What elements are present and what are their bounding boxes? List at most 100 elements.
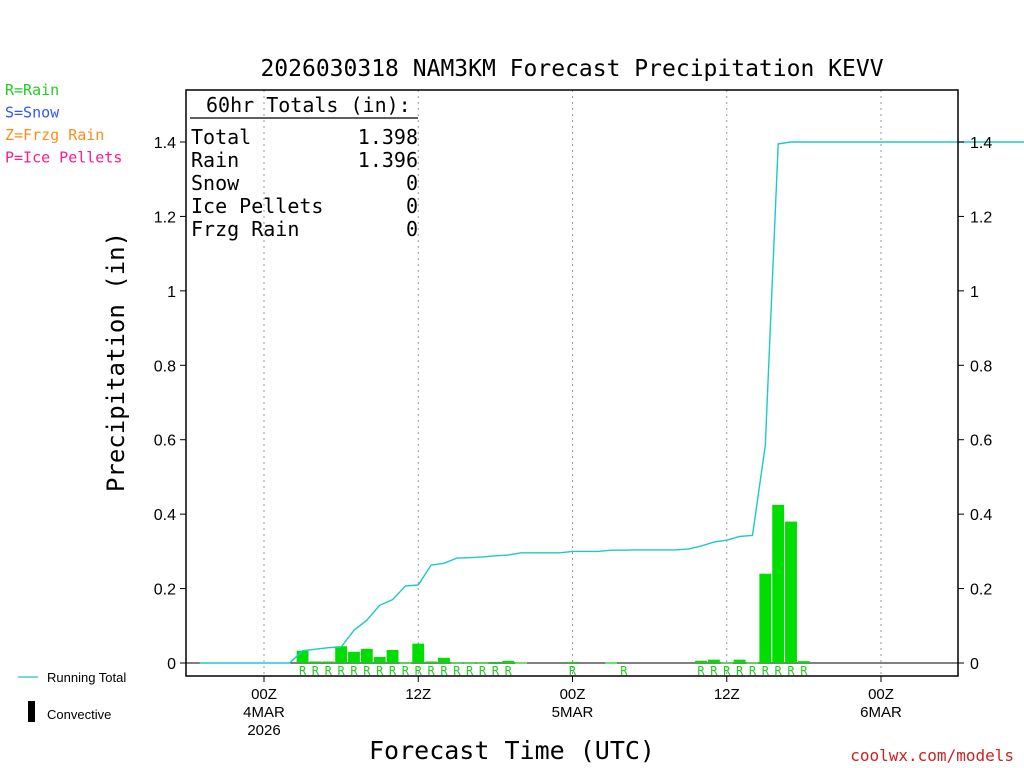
- ptype-marker: R: [723, 664, 731, 678]
- y-tick-label-right: 0: [970, 656, 979, 673]
- ptype-legend: R=Rain S=Snow Z=Frzg Rain P=Ice Pellets: [5, 81, 122, 167]
- ptype-marker: R: [350, 664, 358, 678]
- ptype-marker: R: [569, 664, 577, 678]
- precip-bar: [502, 660, 515, 663]
- totals-row-label: Snow: [191, 171, 240, 195]
- precip-bar: [386, 649, 399, 663]
- precip-bar: [605, 662, 617, 664]
- totals-row-label: Ice Pellets: [191, 194, 323, 218]
- credit-text: coolwx.com/models: [850, 746, 1014, 765]
- y-tick-label-left: 1.2: [154, 209, 176, 226]
- ptype-marker: R: [312, 664, 320, 678]
- totals-box: 60hr Totals (in): Total 1.398 Rain 1.396 Sno…: [190, 93, 418, 241]
- running-total-legend-label: Running Total: [47, 670, 126, 685]
- convective-legend-label: Convective: [47, 707, 111, 722]
- ptype-marker: R: [749, 664, 757, 678]
- precip-bar: [296, 650, 309, 663]
- totals-row-label: Frzg Rain: [191, 217, 299, 241]
- totals-row-value: 0: [406, 217, 418, 241]
- ptype-legend-item: R=Rain: [5, 81, 59, 99]
- ptype-marker: R: [479, 664, 487, 678]
- running-total: [199, 141, 1024, 664]
- grid: [186, 90, 958, 676]
- ptype-marker: R: [389, 664, 397, 678]
- precip-bar: [463, 662, 476, 664]
- precip-bar: [476, 662, 489, 664]
- ptype-marker: R: [427, 664, 435, 678]
- x-tick-label: 6MAR: [860, 704, 902, 721]
- precip-bar: [720, 662, 733, 664]
- totals-row-value: 0: [406, 194, 418, 218]
- y-tick-label-right: 1: [970, 284, 979, 301]
- ptype-legend-item: S=Snow: [5, 104, 60, 122]
- ptype-marker: R: [736, 664, 744, 678]
- ptype-marker: R: [402, 664, 410, 678]
- x-axis-label: Forecast Time (UTC): [369, 736, 655, 765]
- ptype-marker: R: [762, 664, 770, 678]
- precip-bar: [450, 662, 463, 664]
- running-total-line: [199, 141, 1024, 664]
- totals-row-value: 1.396: [358, 148, 418, 172]
- totals-row-label: Rain: [191, 148, 239, 172]
- y-tick-label-right: 0.6: [970, 433, 992, 450]
- precip-bar: [399, 662, 412, 664]
- x-tick-label: 00Z: [868, 686, 894, 703]
- precip-bar: [489, 661, 502, 663]
- x-tick-label: 00Z: [560, 686, 586, 703]
- precip-bar: [707, 659, 720, 663]
- totals-row-value: 1.398: [358, 125, 418, 149]
- ptype-marker: R: [492, 664, 500, 678]
- y-tick-label-right: 0.2: [970, 582, 992, 599]
- chart-title: 2026030318 NAM3KM Forecast Precipitation…: [260, 56, 883, 82]
- ptype-marker: R: [466, 664, 474, 678]
- ptype-marker: R: [505, 664, 513, 678]
- ptype-marker: R: [325, 664, 333, 678]
- totals-row-value: 0: [406, 171, 418, 195]
- precip-bar: [566, 661, 579, 663]
- precip-bar: [360, 648, 373, 663]
- ptype-marker: R: [299, 664, 307, 678]
- precip-bar: [515, 662, 528, 664]
- x-tick-label: 12Z: [405, 686, 431, 703]
- y-tick-label-left: 0.4: [154, 507, 176, 524]
- x-tick-label: 12Z: [714, 686, 740, 703]
- x-tick-label: 5MAR: [552, 704, 594, 721]
- precip-bar: [785, 521, 797, 663]
- y-tick-label-right: 0.4: [970, 507, 992, 524]
- ptype-marker: R: [453, 664, 461, 678]
- y-tick-label-left: 0.6: [154, 433, 176, 450]
- precip-bar: [733, 659, 746, 663]
- y-tick-label-right: 0.8: [970, 358, 992, 375]
- ptype-marker: R: [800, 664, 808, 678]
- y-tick-label-right: 1.4: [970, 135, 992, 152]
- precip-bar: [348, 651, 360, 663]
- ptype-marker: R: [710, 664, 718, 678]
- y-tick-label-left: 0.2: [154, 582, 176, 599]
- convective-legend-swatch: [28, 701, 35, 722]
- x-tick-label: 2026: [247, 722, 280, 739]
- x-tick-label: 00Z: [251, 686, 277, 703]
- precip-bar: [695, 660, 707, 663]
- y-tick-label-left: 1.4: [154, 135, 176, 152]
- ptype-marker: R: [363, 664, 371, 678]
- ptype-marker: R: [787, 664, 795, 678]
- totals-header: 60hr Totals (in):: [206, 93, 411, 117]
- precip-bar: [335, 646, 348, 663]
- y-axis-label: Precipitation (in): [102, 232, 130, 492]
- precip-bar: [309, 661, 322, 663]
- precip-bar: [438, 657, 450, 663]
- ptype-marker: R: [775, 664, 783, 678]
- precip-bar: [412, 643, 425, 663]
- precip-bar: [322, 661, 335, 663]
- precip-bar: [797, 661, 810, 663]
- precip-bar: [373, 657, 386, 663]
- precip-bar: [772, 504, 785, 663]
- precip-bar: [425, 661, 438, 663]
- x-tick-label: 4MAR: [243, 704, 285, 721]
- totals-row-label: Total: [191, 125, 251, 149]
- ptype-marker: R: [697, 664, 705, 678]
- y-tick-label-left: 1: [167, 284, 176, 301]
- ptype-marker: R: [415, 664, 423, 678]
